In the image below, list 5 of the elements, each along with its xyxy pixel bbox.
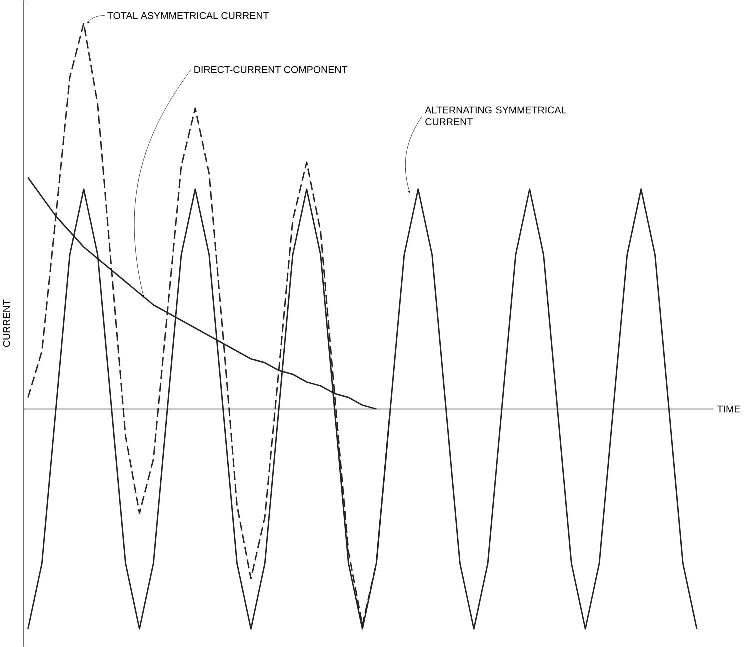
text: TOTAL ASYMMETRICAL CURRENT	[108, 12, 270, 20]
annotation: DIRECT-CURRENT COMPONENT	[194, 66, 348, 74]
y-axis-title: CURRENT	[3, 300, 10, 348]
annotation: ALTERNATING SYMMETRICAL CURRENT	[425, 106, 566, 126]
x-axis-title: TIME	[717, 406, 740, 413]
